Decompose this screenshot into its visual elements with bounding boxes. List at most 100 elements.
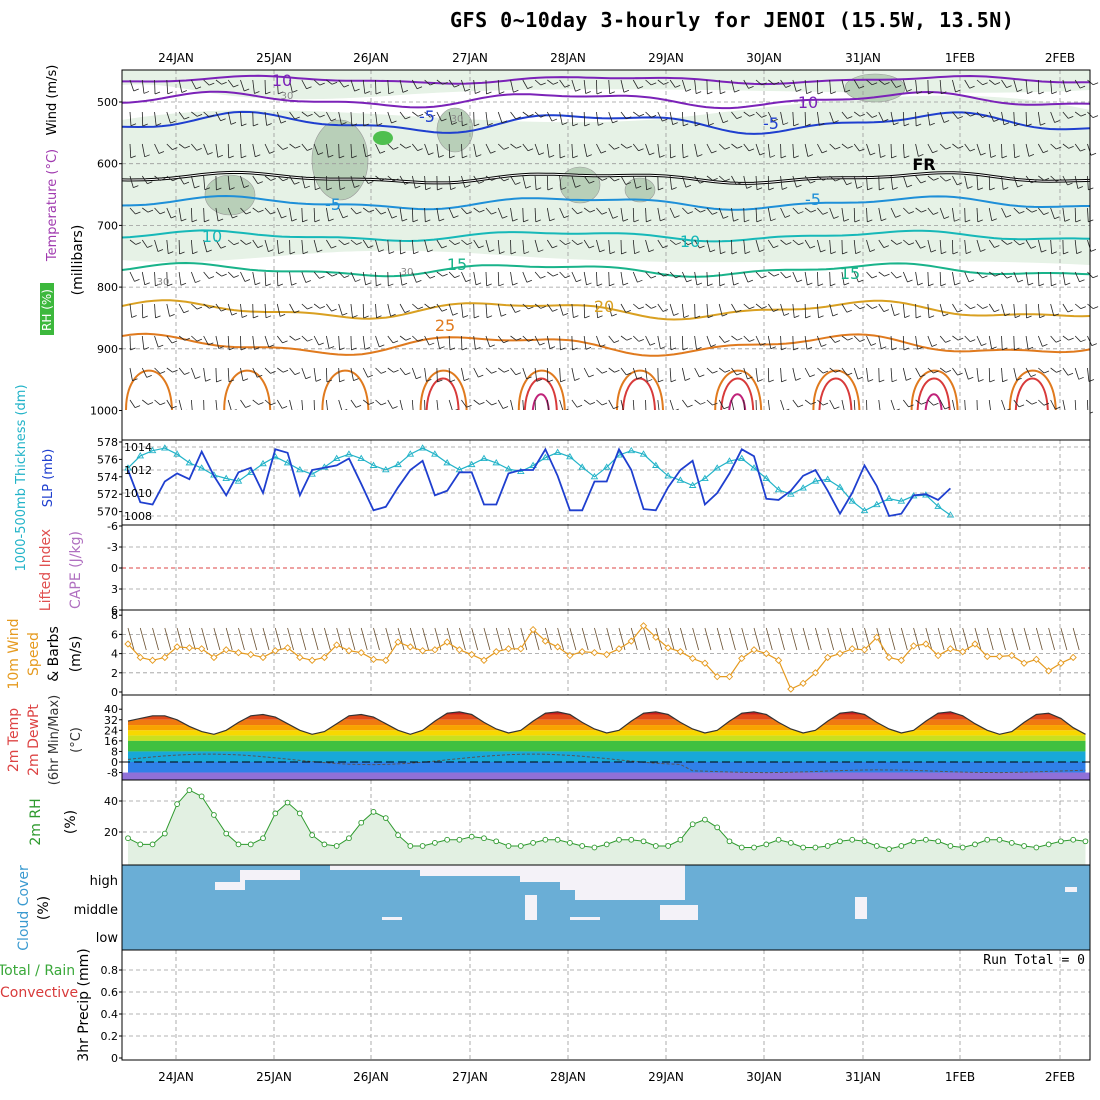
wind-barb [780, 303, 785, 316]
wind-barb [203, 143, 208, 155]
wind-barb [596, 207, 603, 215]
thickness-point [676, 476, 685, 483]
wind-barb-flag [1031, 209, 1037, 213]
wind-barb-flag [502, 406, 509, 409]
wind-barb-flag [375, 91, 382, 95]
wind-barb-flag [438, 218, 445, 222]
wind-barb [755, 335, 761, 346]
wind-barb-flag [599, 249, 605, 253]
wind-barb-flag [586, 282, 592, 286]
wind10-barb [630, 627, 638, 651]
wind-barb [792, 335, 794, 350]
wind-barb-flag [172, 178, 178, 182]
wind-barb-flag [549, 218, 555, 222]
wind-barb [412, 143, 418, 151]
wind-barb [866, 175, 868, 190]
wind-barb-flag [242, 378, 249, 382]
wind-barb-flag [785, 85, 791, 88]
wind-barb-flag [683, 123, 689, 127]
wind-barb [841, 207, 845, 222]
wind-barb-flag [695, 91, 702, 94]
wind-barb-flag [879, 187, 885, 191]
wind-barb [767, 207, 772, 221]
wind-barb-flag [737, 337, 743, 341]
wind-barb [694, 79, 697, 94]
wind-barb [890, 175, 894, 190]
wind-barb [620, 143, 627, 149]
wind-barb-flag [1043, 212, 1049, 215]
wind-barb-flag [749, 339, 755, 342]
wind-barb [191, 111, 198, 117]
wind-barb [399, 111, 406, 120]
wind-barb [792, 175, 797, 188]
wind-barb [166, 239, 169, 254]
wind10-barb [262, 627, 270, 651]
wind-barb-flag [820, 249, 826, 253]
wind-barb-flag [576, 404, 583, 408]
cloud-mid-clear [382, 917, 402, 920]
wind-barb [988, 303, 995, 312]
wind-barb [927, 271, 929, 286]
temp-band [128, 719, 1086, 726]
isotherm-30 [812, 369, 861, 411]
wind10-point [234, 649, 243, 657]
tick-label: 2 [111, 667, 118, 680]
wind10-barb [1035, 627, 1043, 651]
wind-barb-flag [920, 374, 926, 378]
wind10-point [824, 653, 832, 662]
wind-barb-flag [748, 148, 755, 152]
wind-barb-flag [147, 402, 154, 405]
wind-barb [890, 271, 897, 279]
wind-barb [534, 367, 538, 382]
wind10-point [578, 648, 586, 656]
thickness-point [590, 472, 599, 480]
wind-barb [743, 111, 750, 117]
wind-barb [129, 143, 132, 158]
wind-barb-flag [781, 379, 787, 383]
wind-barb [1062, 303, 1069, 313]
wind-barb-flag [768, 379, 774, 383]
wind-barb-flag [1002, 347, 1008, 351]
thickness-point [836, 483, 844, 490]
thickness-point [823, 475, 832, 482]
wind-barb-flag [170, 215, 177, 219]
wind-barb [1074, 143, 1081, 152]
wind-barb [681, 79, 687, 92]
wind-barb-flag [982, 82, 988, 86]
wind-barb [657, 79, 664, 85]
wind-barb-flag [1080, 339, 1086, 343]
wind-barb-flag [441, 308, 448, 312]
wind-barb [902, 175, 908, 188]
tick-label: 20 [104, 826, 118, 839]
wind10-point [198, 645, 206, 653]
wind-barb [1038, 399, 1045, 406]
wind-barb-flag [708, 122, 714, 126]
wind-barb [976, 271, 983, 279]
wind-barb [964, 111, 971, 117]
wind-barb [154, 175, 161, 181]
wind-barb-flag [574, 378, 580, 381]
wind-barb-flag [696, 282, 703, 286]
wind-barb-flag [326, 187, 332, 191]
wind-barb-flag [921, 401, 927, 405]
wind-barb [620, 303, 627, 313]
wind-barb-flag [651, 306, 657, 309]
wind-barb-flag [393, 147, 399, 150]
wind-barb [461, 367, 465, 381]
rh2m-area [128, 790, 1086, 865]
wind-barb [547, 303, 553, 312]
rh2m-point [1082, 838, 1089, 845]
wind-barb [497, 303, 502, 317]
wind-barb-flag [499, 91, 505, 95]
wind-barb-flag [749, 306, 755, 310]
slp-panel-frame [121, 439, 1091, 526]
wind-barb-flag [633, 219, 639, 223]
wind-barb-flag [1014, 347, 1020, 351]
wind-barb-flag [209, 305, 215, 309]
wind-barb-flag [1092, 115, 1099, 118]
wind-barb [1074, 367, 1080, 380]
wind-barb [718, 335, 725, 343]
wind-barb-flag [584, 315, 590, 319]
wind-barb [424, 111, 431, 118]
wind-barb [375, 143, 381, 154]
